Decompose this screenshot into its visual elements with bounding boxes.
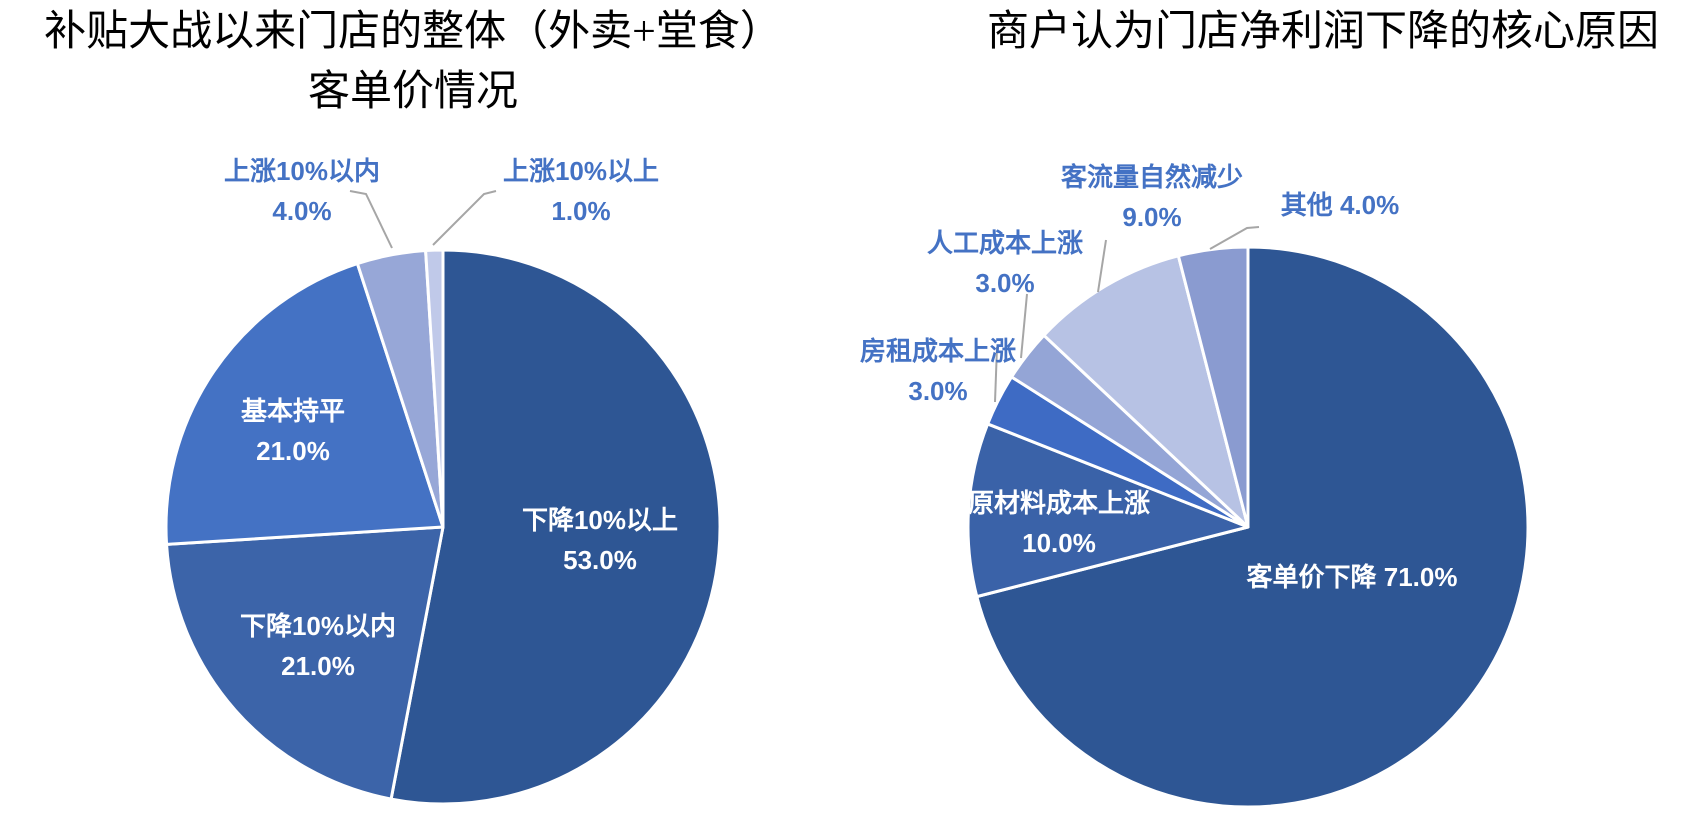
pie2-slice-avg-ticket-decline bbox=[975, 245, 1530, 809]
pie1-slice-flat bbox=[164, 262, 445, 546]
pie2-label-raw-material-cost: 原材料成本上涨 10.0% bbox=[968, 483, 1150, 563]
pie2-label-labor-cost-value: 3.0% bbox=[975, 268, 1035, 298]
pie2-leader-labor-cost bbox=[1020, 293, 1028, 359]
pie1-label-up-within-10pct: 上涨10%以内 4.0% bbox=[224, 151, 380, 231]
pie1-slice-up-over-10pct bbox=[424, 248, 445, 529]
pie2-label-raw-material-cost-name: 原材料成本上涨 bbox=[967, 488, 1151, 518]
pie2-slice-traffic-decline bbox=[1042, 254, 1250, 529]
left-chart-title-line2: 客单价情况 bbox=[307, 69, 518, 115]
pie2-label-raw-material-cost-value: 10.0% bbox=[1022, 528, 1096, 558]
pie2-label-traffic-decline-value: 9.0% bbox=[1122, 202, 1182, 232]
pie2-label-traffic-decline: 客流量自然减少 9.0% bbox=[1061, 157, 1243, 237]
pie1-label-flat-value: 21.0% bbox=[256, 436, 330, 466]
pie1-label-flat: 基本持平 21.0% bbox=[241, 391, 345, 471]
pie2-leader-traffic-decline bbox=[1097, 239, 1107, 293]
pie1-label-down-within-10pct-name: 下降10%以内 bbox=[239, 611, 397, 641]
pie1-label-up-over-10pct-value: 1.0% bbox=[551, 196, 611, 226]
pie2-leader-other bbox=[1209, 226, 1260, 250]
pie2-label-rent-cost: 房租成本上涨 3.0% bbox=[860, 331, 1016, 411]
pie2-slice-other bbox=[1176, 245, 1250, 529]
pie1-label-up-within-10pct-name: 上涨10%以内 bbox=[223, 156, 381, 186]
pie2-label-rent-cost-value: 3.0% bbox=[908, 376, 968, 406]
left-chart-title-line1: 补贴大战以来门店的整体（外卖+堂食） bbox=[44, 9, 782, 55]
pie1-slice-down-within-10pct bbox=[165, 525, 445, 801]
pie1-label-up-over-10pct-name: 上涨10%以上 bbox=[502, 156, 660, 186]
pie1-label-up-within-10pct-value: 4.0% bbox=[272, 196, 332, 226]
pie2-label-traffic-decline-name: 客流量自然减少 bbox=[1060, 162, 1244, 192]
pie2-slice-raw-material-cost bbox=[966, 422, 1250, 599]
pie1-label-down-within-10pct-value: 21.0% bbox=[281, 651, 355, 681]
right-chart-title: 商户认为门店净利润下降的核心原因 bbox=[953, 2, 1693, 62]
right-chart-title-line1: 商户认为门店净利润下降的核心原因 bbox=[986, 9, 1659, 55]
pie2-label-labor-cost-name: 人工成本上涨 bbox=[926, 228, 1084, 258]
left-chart-title: 补贴大战以来门店的整体（外卖+堂食） 客单价情况 bbox=[43, 2, 783, 122]
pie1-label-down-over-10pct: 下降10%以上 53.0% bbox=[522, 500, 678, 580]
pie1-label-up-over-10pct: 上涨10%以上 1.0% bbox=[503, 151, 659, 231]
pie1-leader-up-over-10pct bbox=[432, 190, 497, 246]
pie2-label-rent-cost-name: 房租成本上涨 bbox=[859, 336, 1017, 366]
pie1-slice-down-over-10pct bbox=[389, 248, 722, 806]
pie1-label-down-over-10pct-name: 下降10%以上 bbox=[521, 505, 679, 535]
pie1-label-down-over-10pct-value: 53.0% bbox=[563, 545, 637, 575]
pie1-label-flat-name: 基本持平 bbox=[240, 396, 346, 426]
pie2-leader-rent-cost bbox=[994, 346, 998, 403]
pie1-label-down-within-10pct: 下降10%以内 21.0% bbox=[240, 606, 396, 686]
pie2-label-other: 其他 4.0% bbox=[1280, 190, 1400, 220]
pie1-leader-up-within-10pct bbox=[349, 190, 393, 249]
pie2-label-avg-ticket-decline: 客单价下降 71.0% bbox=[1246, 562, 1458, 592]
pie2-label-labor-cost: 人工成本上涨 3.0% bbox=[927, 223, 1083, 303]
